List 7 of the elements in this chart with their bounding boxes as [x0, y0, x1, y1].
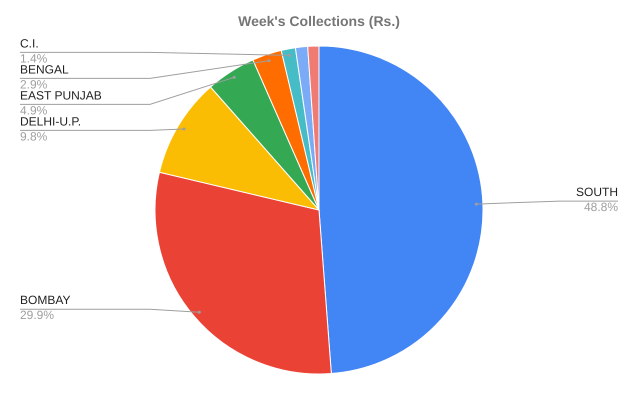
- slice-label: C.I.: [20, 36, 39, 50]
- data-label: 48.8%: [584, 200, 618, 214]
- slice-label: SOUTH: [576, 185, 618, 200]
- data-label: 29.9%: [20, 308, 54, 322]
- data-label: 9.8%: [20, 129, 48, 144]
- slice-label: BOMBAY: [20, 293, 70, 308]
- chart-title: Week's Collections (Rs.): [238, 13, 400, 29]
